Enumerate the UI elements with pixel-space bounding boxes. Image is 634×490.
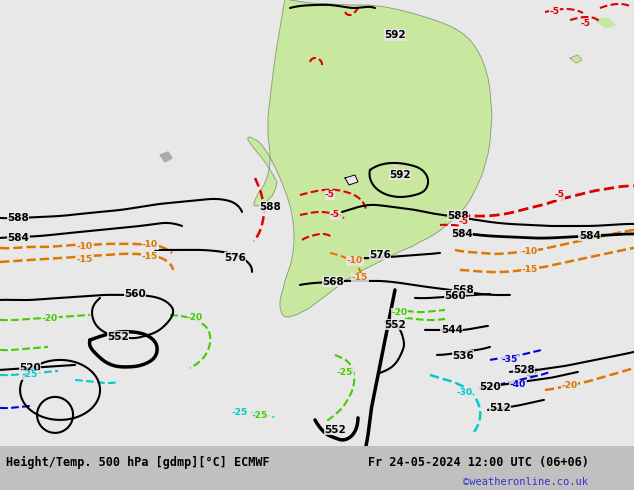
Text: -15: -15: [522, 266, 538, 274]
Text: 588: 588: [259, 202, 281, 212]
Text: Height/Temp. 500 hPa [gdmp][°C] ECMWF: Height/Temp. 500 hPa [gdmp][°C] ECMWF: [6, 456, 270, 469]
Text: -20: -20: [42, 315, 58, 323]
Text: -15: -15: [352, 273, 368, 282]
Text: 536: 536: [452, 351, 474, 361]
Text: -5: -5: [330, 210, 340, 220]
Text: -10: -10: [77, 243, 93, 251]
Polygon shape: [160, 152, 172, 162]
Text: 528: 528: [513, 365, 535, 375]
Text: 592: 592: [384, 30, 406, 40]
Text: -35: -35: [502, 355, 518, 365]
Polygon shape: [520, 365, 538, 378]
Text: -10: -10: [142, 241, 158, 249]
Polygon shape: [595, 18, 615, 28]
Text: 552: 552: [324, 425, 346, 435]
Text: -25: -25: [337, 368, 353, 377]
Text: 544: 544: [441, 325, 463, 335]
Text: -20: -20: [562, 381, 578, 391]
Text: -20: -20: [392, 308, 408, 318]
Text: -5: -5: [325, 191, 335, 199]
Text: 512: 512: [489, 403, 511, 413]
Text: 560: 560: [444, 291, 466, 301]
Text: -25: -25: [252, 412, 268, 420]
Text: -5: -5: [459, 218, 469, 226]
Text: 520: 520: [19, 363, 41, 373]
Text: -5: -5: [555, 191, 565, 199]
Text: -40: -40: [510, 380, 526, 390]
Text: -20: -20: [187, 314, 203, 322]
Text: 588: 588: [7, 213, 29, 223]
Text: -25: -25: [22, 370, 38, 379]
Text: -5: -5: [550, 7, 560, 17]
Text: 588: 588: [447, 211, 469, 221]
Text: 568: 568: [452, 285, 474, 295]
Polygon shape: [570, 55, 582, 63]
Text: 552: 552: [107, 332, 129, 342]
Text: ©weatheronline.co.uk: ©weatheronline.co.uk: [463, 477, 588, 487]
Text: 584: 584: [7, 233, 29, 243]
Text: 552: 552: [384, 320, 406, 330]
Text: 576: 576: [369, 250, 391, 260]
Text: -10: -10: [347, 256, 363, 266]
Text: 568: 568: [322, 277, 344, 287]
Text: 584: 584: [451, 229, 473, 239]
Text: 592: 592: [389, 170, 411, 180]
Polygon shape: [248, 0, 492, 317]
Text: -30: -30: [457, 389, 473, 397]
Text: -25: -25: [232, 408, 248, 417]
Text: -5: -5: [581, 20, 591, 28]
Polygon shape: [345, 175, 358, 185]
Text: 560: 560: [124, 289, 146, 299]
Text: Fr 24-05-2024 12:00 UTC (06+06): Fr 24-05-2024 12:00 UTC (06+06): [368, 456, 588, 469]
Text: 520: 520: [479, 382, 501, 392]
Text: -15: -15: [77, 255, 93, 265]
Text: 584: 584: [579, 231, 601, 241]
Text: -15: -15: [142, 252, 158, 262]
Text: -10: -10: [522, 247, 538, 256]
Text: 576: 576: [224, 253, 246, 263]
